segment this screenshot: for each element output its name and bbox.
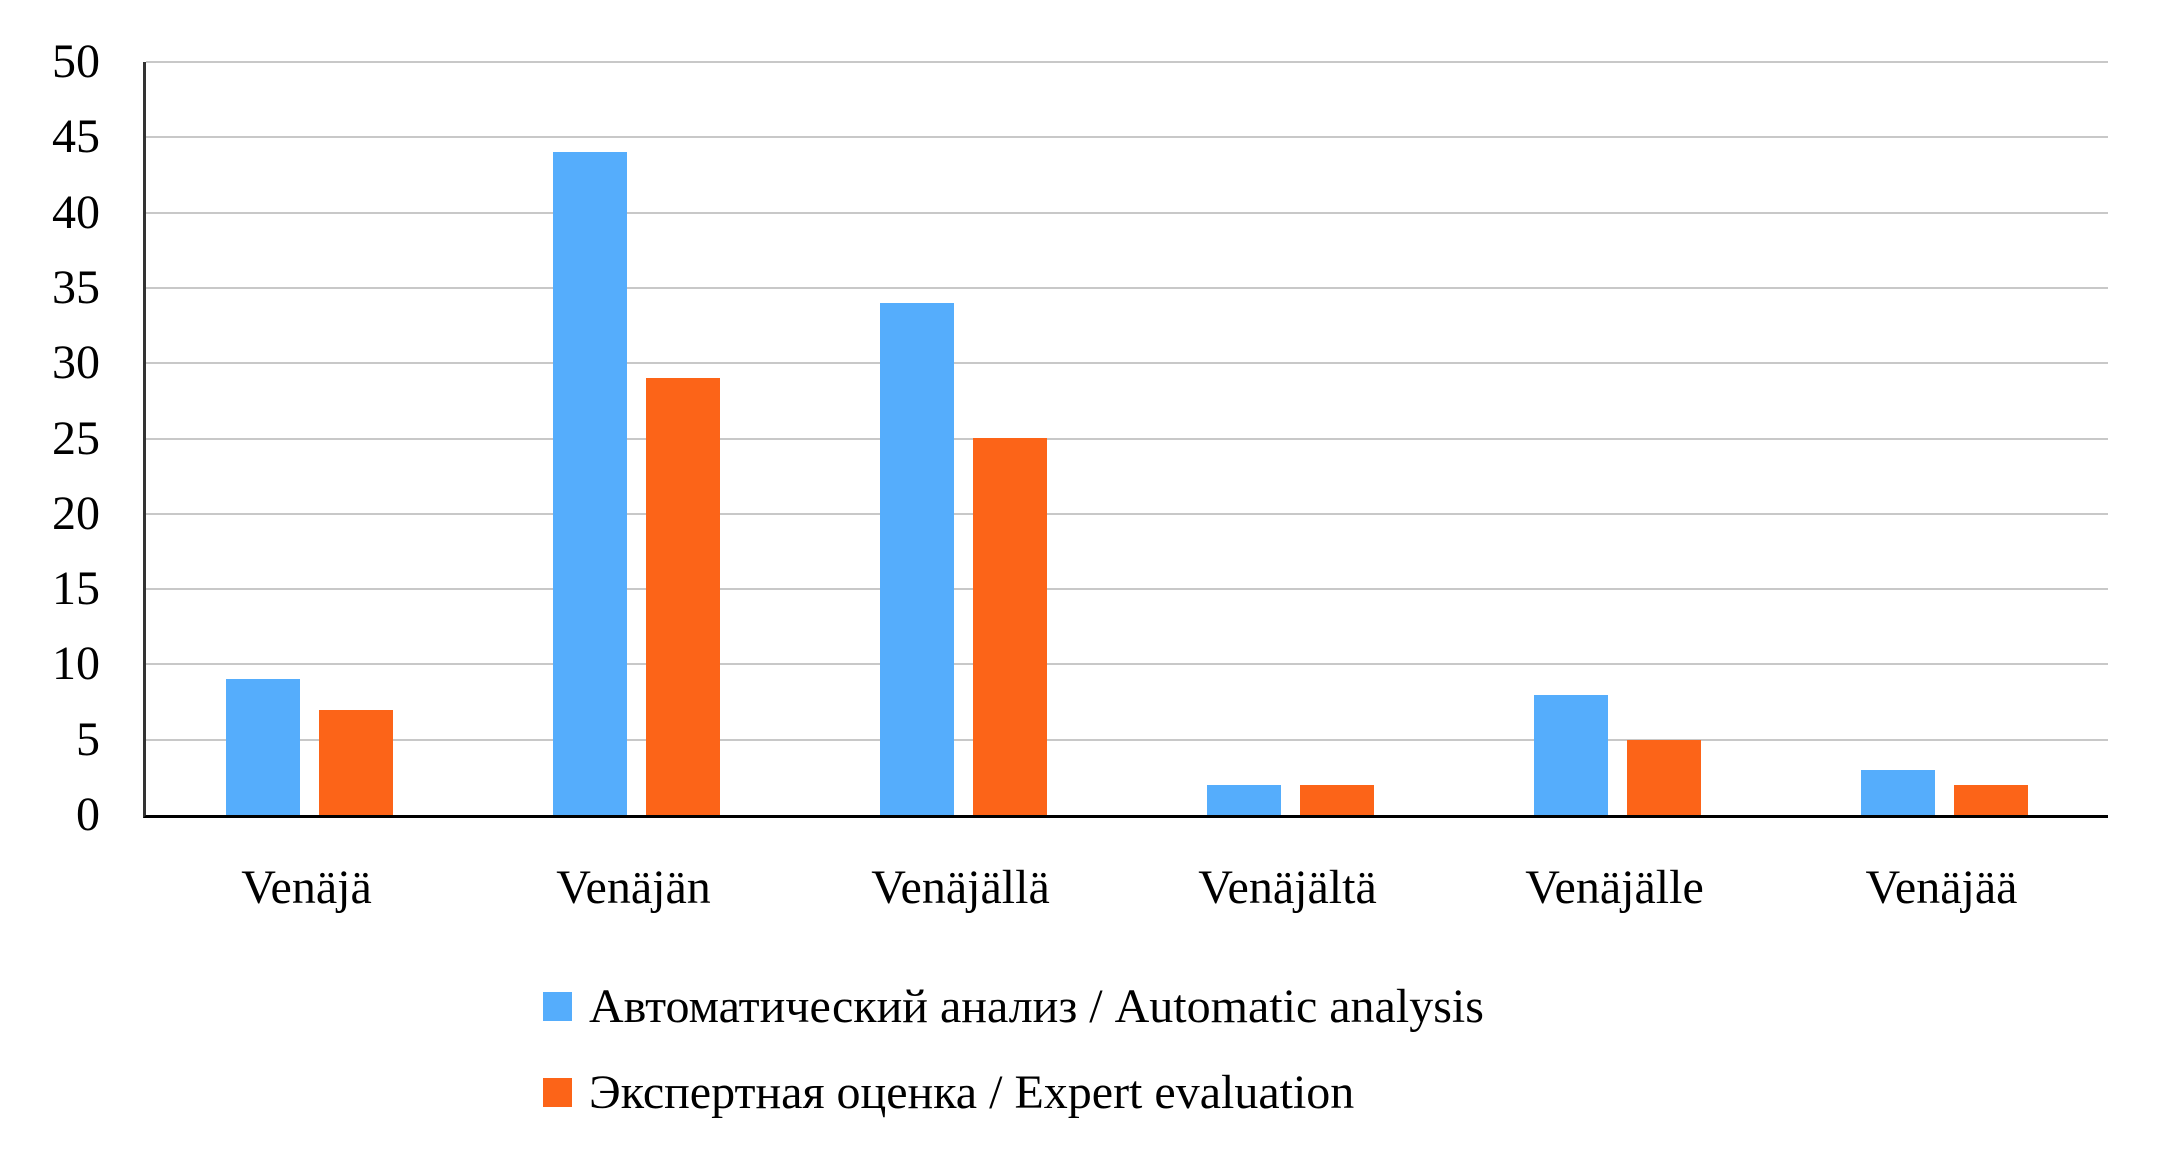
bar [1534, 695, 1608, 815]
x-axis: Venäjä Venäjän Venäjällä Venäjältä Venäjälle… [143, 858, 2105, 918]
x-category-label: Venäjän [556, 861, 711, 914]
gridline-10 [146, 663, 2108, 666]
gridline-40 [146, 211, 2108, 214]
gridline-25 [146, 437, 2108, 440]
bar-group-Venäjä [146, 62, 473, 815]
bar-group-Venäjälle [1454, 62, 1781, 815]
bar [1300, 785, 1374, 815]
legend-row: Автоматический анализ / Automatic analys… [543, 978, 1484, 1034]
y-tick-label-0: 0 [76, 788, 100, 841]
bar-group-Venäjällä [800, 62, 1127, 815]
y-tick-label-45: 45 [52, 110, 100, 164]
y-tick-label-5: 5 [76, 712, 100, 766]
bar [226, 679, 300, 815]
gridline-20 [146, 512, 2108, 515]
x-category-label: Venäjältä [1198, 861, 1377, 914]
x-category-label: Venäjällä [871, 861, 1050, 914]
y-tick-label-50: 50 [52, 35, 100, 88]
legend: Автоматический анализ / Automatic analys… [543, 978, 1484, 1120]
x-category-label: Venäjälle [1525, 861, 1704, 914]
plot-area [143, 61, 2108, 818]
y-tick-label-30: 30 [52, 336, 100, 390]
bar [880, 303, 954, 815]
bar-group-Venäjän [473, 62, 800, 815]
gridline-5 [146, 738, 2108, 741]
legend-row: Экспертная оценка / Expert evaluation [543, 1064, 1484, 1120]
gridline-45 [146, 136, 2108, 139]
bar-groups [146, 62, 2108, 815]
bar [646, 378, 720, 815]
bar [553, 152, 627, 815]
legend-swatch-icon [543, 1077, 572, 1107]
bar [319, 710, 393, 815]
y-tick-label-20: 20 [52, 486, 100, 540]
legend-label: Экспертная оценка / Expert evaluation [589, 1065, 1355, 1119]
x-category-label: Venäjä [241, 861, 372, 914]
gridline-30 [146, 362, 2108, 365]
bar [1954, 785, 2028, 815]
y-tick-label-10: 10 [52, 637, 100, 691]
gridline-50 [146, 61, 2108, 63]
bar-group-Venäjää [1781, 62, 2108, 815]
bar [973, 438, 1047, 815]
bar [1861, 770, 1935, 815]
y-tick-label-35: 35 [52, 260, 100, 314]
x-category-label: Venäjää [1865, 861, 2018, 914]
y-tick-label-40: 40 [52, 185, 100, 239]
y-tick-label-15: 15 [52, 562, 100, 616]
y-tick-label-25: 25 [52, 411, 100, 465]
gridline-35 [146, 286, 2108, 289]
legend-swatch-icon [543, 991, 572, 1021]
bar [1627, 740, 1701, 815]
bar-group-Venäjältä [1127, 62, 1454, 815]
gridline-15 [146, 588, 2108, 591]
legend-label: Автоматический анализ / Automatic analys… [589, 979, 1484, 1033]
bar [1207, 785, 1281, 815]
